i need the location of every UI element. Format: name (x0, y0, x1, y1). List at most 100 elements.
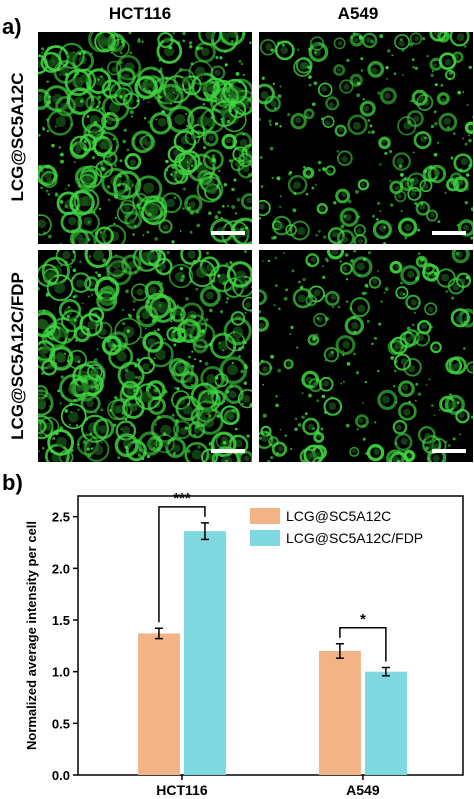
fluorescent-dot (161, 391, 164, 394)
fluorescent-dot (340, 224, 345, 229)
fluorescent-dot (431, 404, 434, 407)
fluorescent-dot (394, 359, 398, 364)
fluorescent-dot (101, 129, 106, 134)
cell (318, 376, 334, 392)
fluorescent-dot (45, 189, 49, 193)
bar (318, 651, 361, 775)
fluorescent-dot (259, 436, 262, 440)
cell (325, 96, 340, 111)
cell (378, 136, 391, 150)
fluorescent-dot (366, 320, 370, 323)
fluorescent-dot (433, 414, 436, 416)
fluorescent-dot (283, 296, 288, 301)
fluorescent-dot (163, 294, 167, 298)
fluorescent-dot (165, 168, 169, 172)
cell (107, 399, 128, 421)
fluorescent-dot (110, 278, 114, 282)
fluorescent-dot (197, 445, 201, 449)
fluorescent-dot (158, 193, 161, 195)
fluorescent-dot (284, 434, 287, 437)
cell (313, 312, 328, 327)
fluorescent-dot (270, 354, 275, 359)
fluorescent-dot (270, 48, 274, 52)
cell (349, 73, 363, 87)
fluorescent-dot (390, 203, 394, 207)
fluorescent-dot (417, 392, 422, 396)
fluorescent-dot (232, 103, 236, 108)
fluorescent-dot (352, 315, 357, 319)
fluorescent-dot (195, 287, 199, 291)
fluorescent-dot (277, 41, 281, 45)
fluorescent-dot (191, 350, 194, 353)
fluorescent-dot (148, 369, 152, 373)
fluorescent-dot (438, 409, 441, 411)
fluorescent-dot (249, 179, 252, 183)
scale-bar (432, 231, 466, 235)
fluorescent-dot (119, 95, 123, 99)
fluorescent-dot (231, 408, 236, 413)
cell (223, 317, 252, 346)
fluorescent-dot (76, 177, 80, 180)
fluorescent-dot (418, 252, 421, 255)
fluorescent-dot (118, 173, 122, 178)
fluorescent-dot (38, 420, 42, 424)
fluorescent-dot (132, 388, 137, 393)
fluorescent-dot (226, 275, 230, 279)
fluorescent-dot (96, 153, 99, 157)
fluorescent-dot (250, 401, 252, 404)
fluorescent-dot (147, 101, 150, 104)
cell (157, 32, 174, 49)
fluorescent-dot (342, 353, 345, 356)
fluorescent-dot (223, 183, 228, 187)
fluorescent-dot (282, 252, 285, 254)
legend-label: LCG@SC5A12C/FDP (286, 530, 423, 546)
fluorescent-dot (211, 279, 216, 283)
cell (268, 436, 279, 447)
plot-frame (77, 495, 464, 776)
cell (110, 38, 130, 58)
fluorescent-dot (293, 192, 297, 195)
fluorescent-dot (86, 327, 90, 331)
cell (271, 441, 288, 457)
fluorescent-dot (163, 432, 167, 436)
fluorescent-dot (393, 385, 396, 388)
cell (389, 260, 403, 274)
fluorescent-dot (114, 164, 117, 167)
fluorescent-dot (170, 102, 172, 105)
y-tick-label: 2.0 (52, 561, 70, 576)
cell (92, 131, 119, 158)
fluorescent-dot (192, 131, 195, 134)
fluorescent-dot (236, 197, 241, 202)
cell (55, 95, 76, 117)
fluorescent-dot (467, 134, 470, 137)
fluorescent-dot (43, 231, 46, 234)
fluorescent-dot (77, 184, 81, 188)
fluorescent-dot (260, 185, 264, 188)
fluorescent-dot (238, 347, 242, 352)
cell (194, 41, 216, 63)
fluorescent-dot (274, 256, 278, 260)
fluorescent-dot (64, 204, 68, 208)
fluorescent-dot (89, 196, 92, 199)
fluorescent-dot (320, 427, 324, 431)
fluorescent-dot (64, 409, 69, 413)
fluorescent-dot (47, 100, 51, 105)
fluorescent-dot (191, 383, 193, 386)
fluorescent-dot (135, 271, 137, 274)
cell (359, 100, 376, 117)
fluorescent-dot (389, 179, 392, 182)
fluorescent-dot (78, 52, 82, 56)
fluorescent-dot (199, 46, 204, 50)
cell (368, 276, 382, 289)
fluorescent-dot (356, 81, 361, 86)
fluorescent-dot (376, 218, 379, 221)
fluorescent-dot (71, 258, 74, 262)
cell (140, 134, 156, 150)
fluorescent-dot (362, 437, 366, 441)
cell (295, 56, 313, 74)
fluorescent-dot (118, 436, 121, 439)
cell (210, 332, 237, 359)
fluorescent-dot (353, 32, 356, 36)
cell (130, 283, 149, 302)
fluorescent-dot (132, 308, 135, 311)
